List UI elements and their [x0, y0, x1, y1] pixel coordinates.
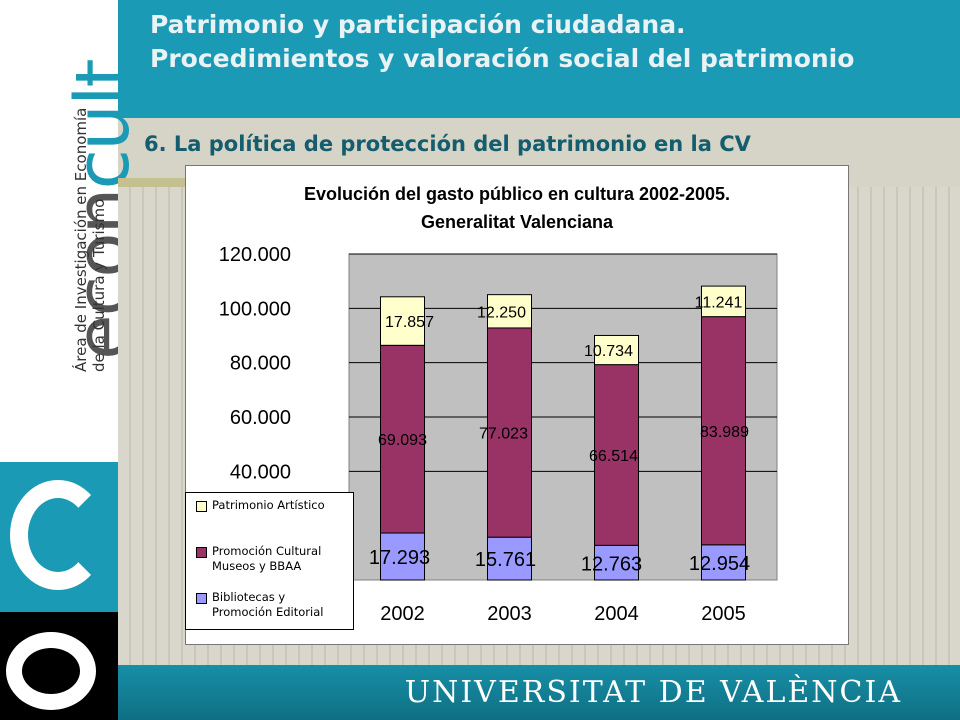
data-label: 83.989: [700, 424, 749, 441]
data-label: 17.857: [385, 314, 434, 331]
bar-segment: [487, 536, 532, 581]
bar-segment: [380, 296, 425, 346]
logo-e-letter: [6, 632, 96, 710]
legend-item-patrimonio: Patrimonio Artístico: [196, 498, 325, 513]
section-subtitle: 6. La política de protección del patrimo…: [144, 132, 751, 156]
y-tick-label: 120.000: [219, 244, 291, 266]
data-label: 17.293: [369, 547, 430, 569]
y-tick-label: 60.000: [230, 407, 291, 429]
x-axis-ticks: 2002 2003 2004 2005: [380, 603, 746, 625]
data-label: 66.514: [589, 448, 638, 465]
brand-sidebar: [0, 0, 118, 720]
footer-band: [118, 665, 960, 720]
legend-swatch-bibliotecas: [196, 593, 207, 604]
brand-tagline-line1: Área de Investigación en Economía: [72, 107, 90, 372]
logo-c-letter: [10, 480, 106, 590]
legend-item-bibliotecas: Bibliotecas y Promoción Editorial: [196, 590, 323, 620]
y-tick-label: 80.000: [230, 353, 291, 375]
data-label: 11.241: [695, 294, 743, 311]
bar-segment: [487, 294, 532, 329]
legend: Patrimonio Artístico Promoción Cultural …: [185, 492, 354, 630]
data-labels: 17.293 69.093 17.857 15.761 77.023 12.250 12.7…: [369, 294, 750, 575]
legend-label-bibliotecas: Bibliotecas y Promoción Editorial: [212, 590, 324, 619]
data-label: 15.761: [475, 549, 536, 571]
data-label: 12.763: [581, 553, 642, 575]
y-tick-label: 100.000: [219, 298, 291, 320]
page-title: Patrimonio y participación ciudadana. Pr…: [150, 10, 855, 73]
x-tick-label: 2004: [594, 603, 639, 625]
data-label: 10.734: [584, 343, 633, 360]
bar-segment: [594, 334, 639, 366]
brand-tagline: Área de Investigación en Economía de la …: [72, 108, 108, 372]
brand-tagline-line2: de la Cultura y Turismo: [90, 198, 108, 372]
legend-label-patrimonio: Patrimonio Artístico: [212, 498, 325, 512]
bar-segment: [380, 532, 425, 581]
chart: Evolución del gasto público en cultura 2…: [219, 184, 778, 625]
y-axis-ticks: 40.000 60.000 80.000 100.000 120.000: [219, 244, 291, 483]
chart-title-line2: Generalitat Valenciana: [421, 212, 614, 232]
x-tick-label: 2002: [380, 603, 425, 625]
bar-segment: [701, 544, 746, 581]
bar-segment: [701, 316, 746, 546]
legend-item-promocion: Promoción Cultural Museos y BBAA: [196, 544, 321, 574]
legend-label-promocion: Promoción Cultural Museos y BBAA: [212, 544, 322, 573]
bar-segment: [701, 285, 746, 318]
data-label: 69.093: [378, 432, 427, 449]
data-label: 12.954: [689, 553, 750, 575]
data-label: 77.023: [479, 426, 528, 443]
x-tick-label: 2005: [701, 603, 746, 625]
legend-swatch-patrimonio: [196, 501, 207, 512]
bars: [380, 285, 746, 581]
header-band: [118, 0, 960, 118]
y-tick-label: 40.000: [230, 461, 291, 483]
x-tick-label: 2003: [487, 603, 532, 625]
legend-swatch-promocion: [196, 547, 207, 558]
university-logo-text: UNIVERSITAT DE VALÈNCIA: [404, 675, 902, 710]
chart-title-line1: Evolución del gasto público en cultura 2…: [304, 184, 730, 204]
data-label: 12.250: [477, 304, 526, 321]
chart-frame: Evolución del gasto público en cultura 2…: [185, 165, 849, 645]
bar-segment: [380, 344, 425, 534]
bar-segment: [594, 364, 639, 546]
